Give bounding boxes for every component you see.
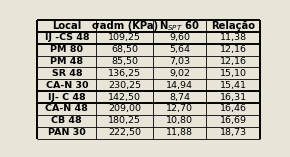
Text: 109,25: 109,25: [108, 33, 141, 42]
Text: IJ- C 48: IJ- C 48: [48, 93, 86, 102]
Text: CA-N 48: CA-N 48: [46, 104, 88, 113]
Text: 15,10: 15,10: [220, 69, 247, 78]
Text: Local: Local: [52, 21, 81, 31]
Text: CB 48: CB 48: [52, 116, 82, 125]
Text: 16,31: 16,31: [220, 93, 247, 102]
Text: 180,25: 180,25: [108, 116, 141, 125]
Text: 9,02: 9,02: [169, 69, 190, 78]
Text: 12,16: 12,16: [220, 57, 247, 66]
Text: 18,73: 18,73: [220, 128, 247, 137]
Text: 11,88: 11,88: [166, 128, 193, 137]
Text: 15,41: 15,41: [220, 81, 247, 90]
Text: 230,25: 230,25: [108, 81, 141, 90]
Text: σadm (KPa): σadm (KPa): [92, 21, 158, 31]
Text: N$_{SPT}$ 60: N$_{SPT}$ 60: [160, 19, 200, 33]
Text: 16,69: 16,69: [220, 116, 247, 125]
Text: CA-N 30: CA-N 30: [46, 81, 88, 90]
Text: PM 80: PM 80: [50, 45, 83, 54]
Text: 222,50: 222,50: [108, 128, 141, 137]
Text: 5,64: 5,64: [169, 45, 190, 54]
Text: 10,80: 10,80: [166, 116, 193, 125]
Text: 85,50: 85,50: [111, 57, 138, 66]
Text: 16,46: 16,46: [220, 104, 247, 113]
Text: 7,03: 7,03: [169, 57, 190, 66]
Text: 12,70: 12,70: [166, 104, 193, 113]
Text: IJ -CS 48: IJ -CS 48: [45, 33, 89, 42]
Text: 142,50: 142,50: [108, 93, 141, 102]
Text: 68,50: 68,50: [111, 45, 138, 54]
Text: Relação: Relação: [211, 21, 255, 31]
Text: 136,25: 136,25: [108, 69, 141, 78]
Text: 11,38: 11,38: [220, 33, 247, 42]
Text: 9,60: 9,60: [169, 33, 190, 42]
Text: PM 48: PM 48: [50, 57, 84, 66]
Text: 8,74: 8,74: [169, 93, 190, 102]
Text: PAN 30: PAN 30: [48, 128, 86, 137]
Text: 209,00: 209,00: [108, 104, 141, 113]
Text: SR 48: SR 48: [52, 69, 82, 78]
Text: 12,16: 12,16: [220, 45, 247, 54]
Text: 14,94: 14,94: [166, 81, 193, 90]
